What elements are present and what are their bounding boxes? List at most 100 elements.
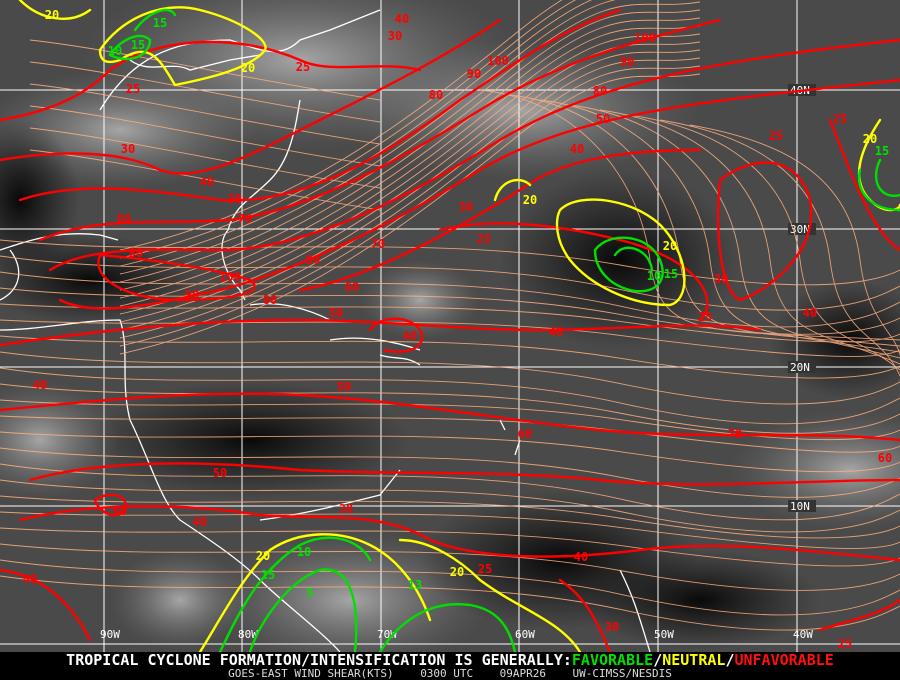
- clear-area: [500, 170, 740, 350]
- streamline: [0, 399, 900, 441]
- coastlines: [0, 9, 651, 652]
- contour-label: 40: [23, 572, 37, 586]
- contour-label: 60: [345, 280, 359, 294]
- contour-label: 20: [256, 549, 270, 563]
- streamline: [599, 109, 900, 365]
- unfavorable-contour: [298, 148, 702, 292]
- contour-label: 80: [263, 293, 277, 307]
- contour-label: 40: [200, 175, 214, 189]
- contour-label: 30: [459, 200, 473, 214]
- source: UW-CIMSS/NESDIS: [572, 667, 672, 680]
- contour-label: 10: [108, 44, 122, 58]
- contour-label: 50: [596, 112, 610, 126]
- headline: TROPICAL CYCLONE FORMATION/INTENSIFICATI…: [0, 652, 900, 668]
- longitude-label: 60W: [515, 628, 535, 641]
- shear-contours: [0, 0, 900, 652]
- contour-label: 25: [838, 637, 852, 651]
- contour-label: 40: [803, 306, 817, 320]
- unfavorable-label: UNFAVORABLE: [734, 651, 834, 669]
- unfavorable-contour: [818, 598, 900, 632]
- streamline: [119, 0, 577, 259]
- cloud-area: [730, 410, 900, 530]
- clear-area: [0, 120, 80, 280]
- unfavorable-contour: [438, 222, 709, 322]
- favorable-contour: [133, 8, 177, 32]
- unfavorable-contour: [48, 38, 900, 272]
- streamline: [0, 319, 900, 357]
- contour-label: 20: [523, 193, 537, 207]
- unfavorable-contour: [0, 40, 422, 122]
- contour-label: 30: [228, 192, 242, 206]
- neutral-contour: [98, 6, 267, 87]
- caption-bar: TROPICAL CYCLONE FORMATION/INTENSIFICATI…: [0, 652, 900, 680]
- product-name: GOES-EAST WIND SHEAR(KTS): [228, 667, 394, 680]
- streamline: [0, 527, 900, 567]
- contour-label: 15: [664, 267, 678, 281]
- favorable-contour: [248, 568, 358, 652]
- contour-label: 30: [121, 142, 135, 156]
- streamline: [29, 39, 381, 101]
- streamline: [539, 99, 900, 353]
- contour-label: 5: [306, 586, 313, 600]
- contour-label: 70: [238, 212, 252, 226]
- neutral-contour: [398, 538, 582, 652]
- streamline: [0, 511, 900, 549]
- latitude-label: 30N: [790, 223, 810, 236]
- neutral-contour: [198, 533, 432, 652]
- separator: /: [725, 651, 735, 669]
- contour-label: 25: [833, 112, 847, 126]
- unfavorable-contour: [38, 18, 722, 242]
- contour-label: 20: [241, 61, 255, 75]
- label-bg: [788, 361, 816, 373]
- contour-label: 13: [408, 578, 422, 592]
- contour-label: 40: [574, 550, 588, 564]
- longitude-label: 80W: [238, 628, 258, 641]
- longitude-label: 90W: [100, 628, 120, 641]
- favorable-contour: [218, 536, 372, 652]
- unfavorable-contour: [828, 118, 900, 252]
- streamline: [689, 124, 900, 382]
- unfavorable-contour: [28, 462, 900, 486]
- contour-label: 90: [306, 253, 320, 267]
- streamline: [0, 447, 900, 498]
- contour-label: 20: [863, 132, 877, 146]
- unfavorable-contour: [0, 318, 762, 347]
- neutral-contour: [493, 178, 532, 202]
- contour-label: 25: [769, 129, 783, 143]
- streamline: [119, 57, 701, 339]
- streamline: [0, 351, 900, 405]
- latitude-label: 20N: [790, 361, 810, 374]
- cloud-area: [0, 380, 120, 500]
- contour-label: 15: [261, 568, 275, 582]
- contour-label: 40: [193, 515, 207, 529]
- label-bg: [788, 500, 816, 512]
- contour-label: 70: [371, 237, 385, 251]
- coastline: [99, 9, 381, 111]
- contour-label: 50: [329, 306, 343, 320]
- streamline: [29, 149, 381, 211]
- streamline: [0, 575, 900, 631]
- streamline: [119, 49, 701, 331]
- contour-label: 60: [878, 451, 892, 465]
- streamline: [29, 105, 381, 167]
- streamline: [29, 83, 381, 145]
- streamline: [119, 33, 701, 315]
- coastline: [0, 319, 341, 652]
- unfavorable-contour: [18, 505, 900, 562]
- longitude-label: 70W: [377, 628, 397, 641]
- streamline: [0, 335, 900, 379]
- streamline: [0, 463, 900, 521]
- streamline: [119, 1, 701, 283]
- streamline: [119, 65, 701, 347]
- contour-label: 40: [549, 325, 563, 339]
- neutral-contour: [18, 0, 92, 20]
- contour-label: 50: [213, 466, 227, 480]
- contour-label: 30: [388, 29, 402, 43]
- contour-label: 10: [647, 269, 661, 283]
- streamline: [119, 0, 593, 267]
- contour-label: 25: [126, 82, 140, 96]
- coastline: [0, 249, 20, 301]
- contour-label: 40: [33, 378, 47, 392]
